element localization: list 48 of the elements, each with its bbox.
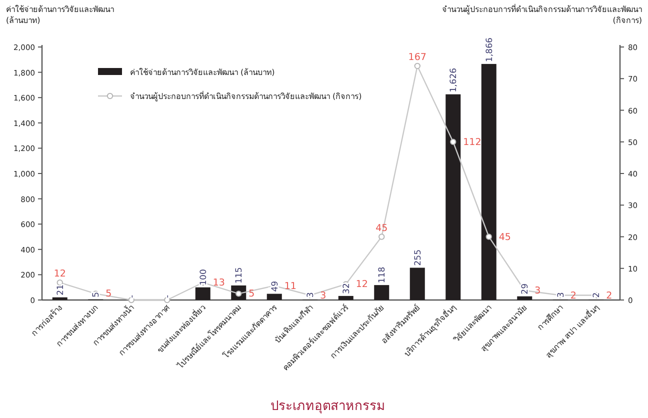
data-label: 32 [342,283,352,294]
bar [517,296,532,300]
annotation: 11 [284,280,296,292]
bar [410,268,425,300]
point [378,234,385,240]
data-label: 1,626 [449,68,460,92]
data-label: 100 [198,269,209,286]
bar [338,296,354,300]
annotation: 12 [54,268,66,280]
annotation: 112 [463,136,482,148]
point [486,234,492,240]
annotation: 5 [106,288,112,300]
bar [446,94,461,300]
bar [374,285,390,300]
data-label: 3 [306,292,316,298]
data-label: 1,866 [484,38,495,62]
data-label: 255 [413,250,424,266]
annotation: 45 [376,222,388,234]
data-label: 2 [592,292,602,298]
y2-axis-title: จำนวนผู้ประกอบการที่ดำเนินกิจกรรมด้านการวิจัยและพัฒนา (กิจการ) [442,3,642,25]
data-label: 3 [556,292,566,298]
point [414,62,420,70]
bar [481,64,496,300]
data-label: 21 [56,284,66,296]
legend-label: จำนวนผู้ประกอบการที่ดำเนินกิจกรรมด้านการวิจัยและพัฒนา (กิจการ) [130,90,362,102]
annotation: 2 [570,290,576,302]
data-label: 29 [520,284,531,294]
data-label: 49 [270,280,280,292]
x-axis-title: ประเภทอุตสาหกรรม [270,399,386,414]
data-label: 118 [378,266,388,284]
annotation: 3 [320,290,326,302]
y-axis-title: ค่าใช้จ่ายด้านการวิจัยและพัฒนา (ล้านบาท) [6,5,114,25]
text: - [163,294,174,298]
annotation: 12 [356,279,368,290]
annotation: 5 [248,288,255,300]
annotation: 13 [212,278,225,289]
bar [52,297,68,300]
bar [195,287,210,300]
annotation: 3 [534,286,541,297]
data-label: 115 [234,267,245,284]
bar [266,294,282,300]
legend-label: ค่าใช้จ่ายด้านการวิจัยและพัฒนา (ล้านบาท) [130,68,275,77]
point [450,138,456,145]
text: - [127,294,138,298]
data-label: 5 [92,292,102,298]
annotation: 45 [498,232,511,243]
annotation: 167 [408,52,426,63]
annotation: 2 [606,290,612,302]
